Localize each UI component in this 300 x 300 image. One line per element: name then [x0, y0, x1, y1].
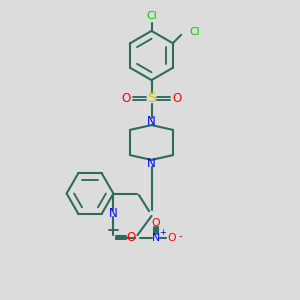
Text: Cl: Cl — [190, 27, 200, 38]
Text: S: S — [147, 92, 156, 105]
Text: O: O — [122, 92, 131, 105]
Text: N: N — [152, 232, 160, 243]
Text: O: O — [152, 218, 160, 228]
Text: N: N — [147, 157, 156, 170]
Text: O: O — [167, 232, 176, 243]
Text: O: O — [127, 231, 136, 244]
Text: +: + — [159, 228, 166, 237]
Text: O: O — [172, 92, 181, 105]
Text: N: N — [147, 115, 156, 128]
Text: N: N — [109, 207, 118, 220]
Text: -: - — [178, 231, 182, 241]
Text: Cl: Cl — [146, 11, 157, 21]
